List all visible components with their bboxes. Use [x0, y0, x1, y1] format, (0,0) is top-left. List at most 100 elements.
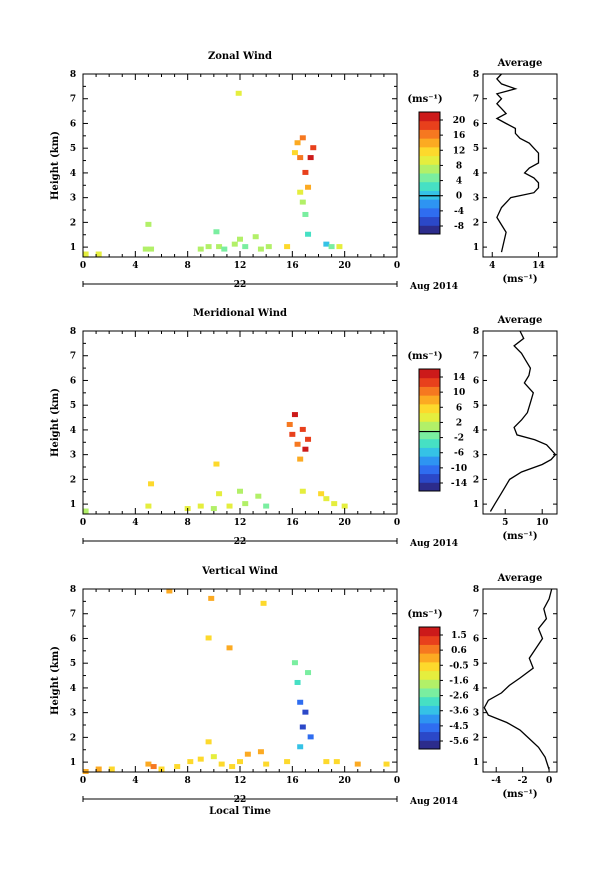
colorbar-frame — [418, 111, 441, 235]
x-tick-label: 12 — [234, 518, 247, 528]
colorbar-segment — [419, 173, 440, 183]
heat-cell — [305, 670, 312, 676]
x-tick-label: 16 — [286, 518, 299, 528]
day-label: 22 — [234, 280, 247, 290]
colorbar-tick-label: -10 — [451, 464, 467, 474]
plot-frame — [82, 588, 398, 773]
x-tick-label: 0 — [394, 776, 400, 786]
colorbar-tick-label: -3.6 — [449, 707, 468, 717]
heat-cell — [237, 488, 243, 494]
heat-cell — [216, 491, 223, 497]
colorbar-segment — [419, 627, 440, 637]
heat-cell — [289, 431, 296, 437]
heat-cell — [354, 761, 361, 767]
colorbar-segment — [419, 120, 440, 130]
colorbar-tick-label: -4.5 — [449, 722, 468, 732]
heat-cell — [318, 491, 325, 497]
profile-title: Average — [497, 315, 543, 326]
colorbar-segment — [419, 129, 440, 139]
colorbar-segment — [419, 412, 440, 422]
x-tick-label: 4 — [132, 518, 138, 528]
colorbar-unit: (ms⁻¹) — [407, 351, 442, 362]
colorbar-segment — [419, 644, 440, 654]
colorbar-tick-label: -14 — [451, 479, 467, 489]
heat-cell — [257, 749, 264, 755]
heat-cell — [205, 635, 212, 641]
profile-line — [483, 588, 553, 770]
heat-cell — [208, 595, 215, 601]
colorbar-segment — [419, 190, 440, 200]
heat-cell — [297, 155, 304, 161]
y-tick-label: 5 — [70, 401, 76, 411]
heat-cell — [166, 588, 173, 594]
heat-cell — [294, 441, 301, 447]
profile-y-tick-label: 2 — [473, 733, 479, 743]
colorbar-segment — [419, 456, 440, 466]
colorbar-segment — [419, 207, 440, 218]
profile-y-tick-label: 1 — [473, 500, 479, 510]
heat-cell — [263, 761, 270, 767]
heat-cell — [305, 231, 312, 237]
heat-cell — [187, 759, 194, 765]
heat-cell — [197, 503, 204, 509]
heat-cell — [323, 496, 330, 502]
heat-cell — [328, 244, 335, 250]
colorbar-tick-label: 8 — [456, 161, 462, 171]
y-tick-label: 8 — [70, 327, 76, 337]
x-tick-label: 20 — [338, 776, 351, 786]
heat-cell — [150, 764, 157, 770]
colorbar-segment — [419, 225, 440, 235]
heat-cell — [297, 189, 304, 195]
heat-cell — [341, 503, 348, 509]
profile-y-tick-label: 2 — [473, 218, 479, 228]
month-label: Aug 2014 — [409, 282, 458, 292]
profile-y-tick-label: 7 — [473, 95, 479, 105]
heat-cell — [331, 501, 338, 507]
heat-cell — [197, 756, 204, 762]
colorbar-tick-label: -6 — [454, 449, 464, 459]
day-label: 22 — [234, 537, 247, 547]
heat-cell — [257, 246, 264, 252]
y-tick-label: 3 — [70, 709, 76, 719]
profile-y-tick-label: 6 — [473, 634, 479, 644]
colorbar-segment — [419, 181, 440, 191]
heat-cell — [82, 508, 89, 514]
colorbar-segment — [419, 403, 440, 414]
heat-cell — [237, 236, 243, 242]
month-label: Aug 2014 — [409, 797, 458, 807]
heat-cell — [95, 766, 102, 772]
heat-cell — [299, 426, 306, 432]
heat-cell — [213, 461, 220, 467]
profile-y-tick-label: 6 — [473, 119, 479, 129]
x-axis-label: Local Time — [209, 806, 271, 817]
profile-y-tick-label: 8 — [473, 327, 479, 337]
heat-cell — [197, 246, 204, 252]
colorbar-segment — [419, 464, 440, 475]
colorbar-tick-label: 14 — [453, 373, 466, 383]
y-tick-label: 5 — [70, 144, 76, 154]
colorbar-tick-label: 6 — [456, 403, 462, 413]
x-tick-label: 0 — [80, 518, 86, 528]
y-tick-label: 7 — [70, 95, 76, 105]
profile-frame — [482, 588, 558, 773]
heat-cell — [265, 244, 272, 250]
profile-y-tick-label: 5 — [473, 401, 479, 411]
colorbar-segment — [419, 386, 440, 396]
x-tick-label: 4 — [132, 776, 138, 786]
heat-cell — [297, 744, 304, 750]
heat-cell — [323, 241, 330, 247]
heat-cell — [336, 244, 343, 250]
heat-cell — [302, 211, 309, 217]
colorbar-tick-label: 0 — [456, 192, 462, 202]
profile-x-tick-label: 14 — [532, 261, 545, 271]
heat-cell — [305, 436, 312, 442]
profile-title: Average — [497, 58, 543, 69]
profile-y-tick-label: 6 — [473, 376, 479, 386]
heat-cell — [291, 660, 298, 666]
heat-cell — [210, 506, 217, 512]
plot-frame — [82, 330, 398, 515]
colorbar-segment — [419, 377, 440, 387]
profile-unit: (ms⁻¹) — [502, 531, 537, 542]
y-tick-label: 2 — [70, 475, 76, 485]
